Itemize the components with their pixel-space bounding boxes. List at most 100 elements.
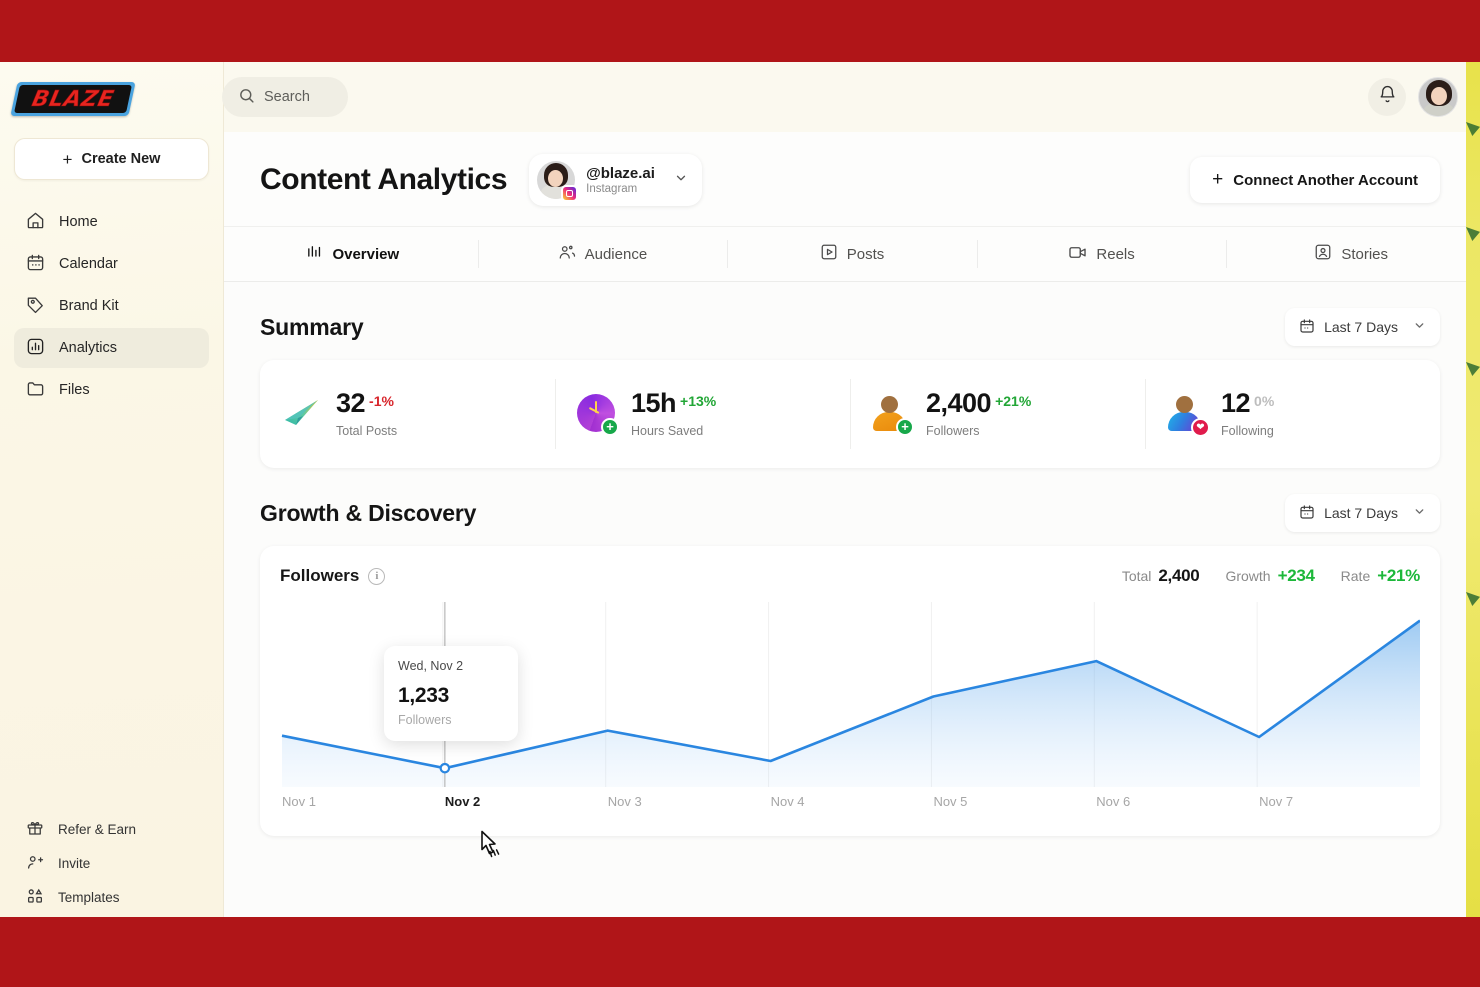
plus-icon: +: [1212, 169, 1224, 190]
stat-delta: +13%: [680, 392, 717, 409]
tab-label: Reels: [1096, 245, 1135, 263]
stat-label: Followers: [926, 424, 980, 438]
stat-label: Hours Saved: [631, 424, 704, 438]
sidebar-bottom-nav: Refer & Earn Invite Templates: [0, 813, 223, 917]
x-tick: Nov 6: [1096, 794, 1131, 809]
metric-label: Rate: [1340, 568, 1371, 584]
x-tick: Nov 3: [607, 794, 642, 809]
decorative-edge-strip: [1466, 62, 1480, 917]
metric-rate: Rate +21%: [1340, 566, 1421, 586]
growth-title: Growth & Discovery: [260, 499, 477, 526]
top-bar-actions: [1368, 77, 1458, 117]
growth-date-range-selector[interactable]: Last 7 Days: [1285, 494, 1440, 532]
chart-line: [281, 619, 1420, 770]
user-plus-icon: [26, 853, 44, 874]
calendar-icon: [26, 253, 45, 276]
metric-value: +234: [1277, 566, 1315, 585]
summary-title: Summary: [260, 313, 364, 340]
person-plus-icon: +: [872, 394, 914, 436]
metric-value: 2,400: [1158, 566, 1200, 585]
sidebar-item-brand-kit[interactable]: Brand Kit: [14, 286, 209, 326]
video-icon: [1068, 243, 1087, 266]
user-avatar[interactable]: [1418, 77, 1458, 117]
brand-logo-text: BLAZE: [29, 86, 117, 112]
tab-label: Stories: [1341, 245, 1389, 263]
x-tick: Nov 1: [282, 794, 316, 809]
tab-label: Audience: [584, 245, 648, 263]
chevron-down-icon: [1413, 319, 1426, 335]
sidebar-item-label: Refer & Earn: [58, 821, 137, 837]
tab-reels[interactable]: Reels: [976, 227, 1227, 281]
followers-area-chart[interactable]: Wed, Nov 2 1,233 Followers: [280, 602, 1420, 858]
account-handle: @blaze.ai: [586, 164, 655, 182]
info-icon[interactable]: i: [368, 567, 386, 585]
chart-hover-point: [439, 762, 451, 774]
stat-delta: -1%: [369, 392, 394, 409]
metric-value: +21%: [1377, 566, 1420, 585]
summary-range-label: Last 7 Days: [1324, 319, 1398, 335]
clock-plus-icon: +: [577, 394, 619, 436]
sidebar-item-label: Invite: [58, 855, 91, 871]
sidebar-item-label: Files: [59, 382, 90, 398]
search-icon: [238, 87, 255, 108]
summary-date-range-selector[interactable]: Last 7 Days: [1285, 308, 1440, 346]
sidebar-item-analytics[interactable]: Analytics: [14, 328, 209, 368]
search-input[interactable]: Search: [222, 77, 348, 117]
sidebar-item-home[interactable]: Home: [14, 202, 209, 242]
sidebar-item-label: Brand Kit: [59, 298, 119, 314]
growth-range-label: Last 7 Days: [1324, 505, 1398, 521]
sidebar-item-refer-earn[interactable]: Refer & Earn: [14, 813, 209, 845]
story-icon: [1314, 243, 1332, 265]
stat-value: 12: [1221, 388, 1251, 418]
tab-audience[interactable]: Audience: [477, 227, 728, 281]
brand-logo[interactable]: BLAZE: [0, 62, 223, 116]
page-header: Content Analytics @blaze.ai Instagram: [224, 132, 1480, 226]
home-icon: [26, 211, 45, 234]
sidebar-item-files[interactable]: Files: [14, 370, 209, 410]
summary-stats-card: 32 -1% Total Posts + 15h +13%: [260, 360, 1440, 468]
sidebar-item-templates[interactable]: Templates: [14, 881, 209, 913]
tooltip-value: 1,233: [398, 684, 450, 707]
x-tick: Nov 4: [770, 794, 805, 809]
sidebar-item-invite[interactable]: Invite: [14, 847, 209, 879]
bars-icon: [306, 244, 323, 265]
tab-label: Posts: [846, 245, 885, 263]
analytics-tabs: Overview Audience Posts: [224, 226, 1480, 282]
tag-icon: [26, 295, 45, 318]
account-avatar: [537, 161, 579, 202]
summary-section: Summary Last 7 Days: [224, 308, 1480, 468]
chart-x-axis: Nov 1 Nov 2 Nov 3 Nov 4 Nov 5 Nov 6 Nov …: [280, 794, 1420, 809]
templates-icon: [26, 887, 44, 908]
stat-value: 32: [336, 388, 366, 418]
stat-following: ❤ 12 0% Following: [1145, 379, 1440, 449]
sidebar: BLAZE + Create New Home Calendar: [0, 62, 224, 917]
sidebar-item-label: Calendar: [59, 256, 118, 272]
content-scroll-area: Content Analytics @blaze.ai Instagram: [224, 132, 1480, 917]
x-tick-active: Nov 2: [444, 794, 481, 809]
create-new-button[interactable]: + Create New: [14, 138, 209, 180]
notifications-button[interactable]: [1368, 78, 1406, 116]
play-square-icon: [820, 243, 838, 265]
app-window: BLAZE + Create New Home Calendar: [0, 62, 1480, 917]
paper-plane-icon: [282, 394, 322, 434]
sidebar-item-label: Analytics: [59, 340, 118, 356]
tab-label: Overview: [332, 245, 400, 263]
tooltip-date: Wed, Nov 2: [398, 659, 464, 673]
sidebar-item-label: Templates: [58, 889, 120, 905]
account-selector[interactable]: @blaze.ai Instagram: [529, 154, 702, 206]
top-bar: Search: [222, 62, 1480, 132]
tab-overview[interactable]: Overview: [228, 227, 478, 281]
tab-posts[interactable]: Posts: [727, 227, 977, 281]
tab-stories[interactable]: Stories: [1226, 227, 1476, 281]
people-icon: [558, 243, 576, 265]
metric-total: Total 2,400: [1122, 566, 1200, 586]
sidebar-item-calendar[interactable]: Calendar: [14, 244, 209, 284]
instagram-icon: [561, 185, 579, 202]
followers-chart-card: Followers i Total 2,400 Growth +234 Rate +2…: [260, 546, 1440, 858]
x-tick: Nov 7: [1259, 794, 1294, 809]
plus-icon: +: [62, 149, 73, 169]
connect-another-account-button[interactable]: + Connect Another Account: [1190, 157, 1440, 203]
stat-hours-saved: + 15h +13% Hours Saved: [555, 379, 850, 449]
page-title: Content Analytics: [260, 163, 508, 196]
bar-chart-icon: [26, 337, 45, 360]
